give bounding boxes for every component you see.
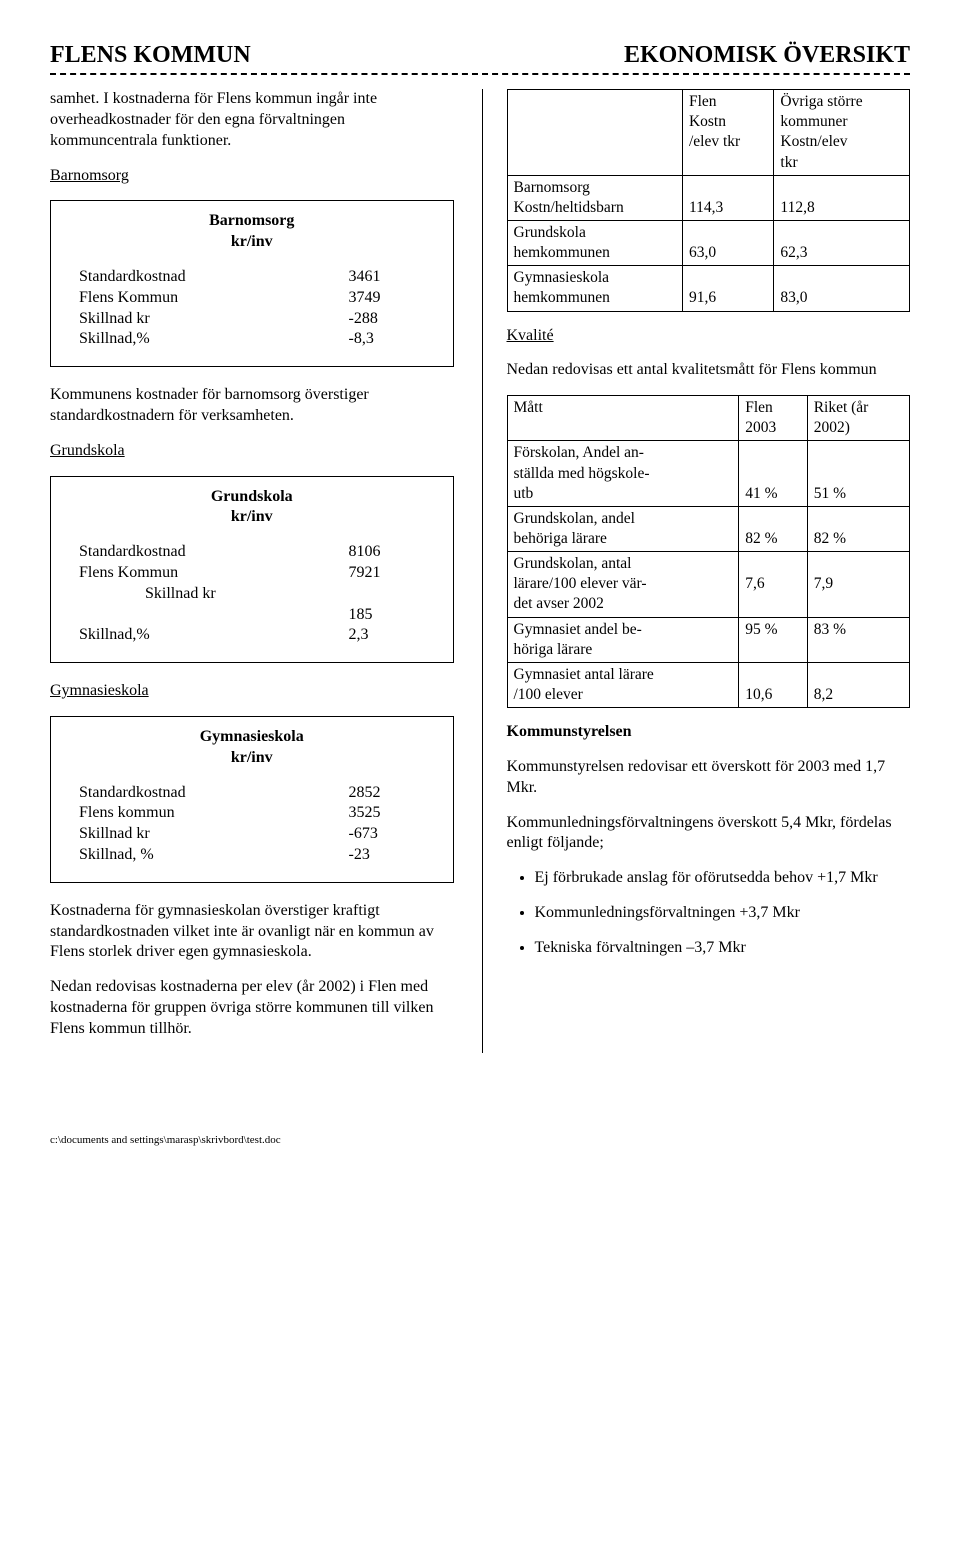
right-column: Flen Kostn /elev tkr Övriga större kommu… — [482, 89, 911, 1053]
barnomsorg-text: Kommunens kostnader för barnomsorg övers… — [50, 385, 454, 427]
kvalite-heading: Kvalité — [507, 327, 554, 344]
gymnasie-text: Kostnaderna för gymnasieskolan överstige… — [50, 901, 454, 963]
footer-path: c:\documents and settings\marasp\skrivbo… — [50, 1133, 910, 1147]
box-row: Flens Kommun3749 — [65, 288, 439, 309]
header-left: FLENS KOMMUN — [50, 40, 251, 71]
box-row: Standardkostnad3461 — [65, 267, 439, 288]
list-item: Ej förbrukade anslag för oförutsedda beh… — [535, 868, 911, 889]
box-row: Standardkostnad2852 — [65, 783, 439, 804]
kommunstyrelsen-heading: Kommunstyrelsen — [507, 723, 632, 740]
intro-paragraph: samhet. I kostnaderna för Flens kommun i… — [50, 89, 454, 151]
grundskola-heading: Grundskola — [50, 442, 125, 459]
box-row: Standardkostnad8106 — [65, 542, 439, 563]
header-right: EKONOMISK ÖVERSIKT — [624, 40, 910, 71]
gymnasie-box-title: Gymnasieskola kr/inv — [65, 727, 439, 769]
table-row: Gymnasiet andel be-höriga lärare 95 % 83… — [507, 617, 910, 662]
kommunledning-text: Kommunledningsförvaltningens överskott 5… — [507, 813, 911, 855]
table-row: Grundskolan, andelbehöriga lärare 82 % 8… — [507, 506, 910, 551]
barnomsorg-heading: Barnomsorg — [50, 167, 129, 184]
table-row: Gymnasiet antal lärare/100 elever 10,6 8… — [507, 662, 910, 707]
box-row: Skillnad, %-23 — [65, 845, 439, 866]
list-item: Tekniska förvaltningen –3,7 Mkr — [535, 938, 911, 959]
th-riket: Riket (år2002) — [807, 396, 909, 441]
box-row: 185 — [65, 605, 439, 626]
th-matt: Mått — [507, 396, 739, 441]
table-row: BarnomsorgKostn/heltidsbarn 114,3 112,8 — [507, 175, 910, 220]
kommunstyrelsen-text: Kommunstyrelsen redovisar ett överskott … — [507, 757, 911, 799]
table-row: Förskolan, Andel an-ställda med högskole… — [507, 441, 910, 506]
grundskola-box: Grundskola kr/inv Standardkostnad8106 Fl… — [50, 476, 454, 664]
th-flen: Flen2003 — [739, 396, 807, 441]
table-row: Grundskolahemkommunen 63,0 62,3 — [507, 221, 910, 266]
box-row: Flens kommun3525 — [65, 803, 439, 824]
grundskola-box-title: Grundskola kr/inv — [65, 487, 439, 529]
page-header: FLENS KOMMUN EKONOMISK ÖVERSIKT — [50, 40, 910, 75]
kvalite-text: Nedan redovisas ett antal kvalitetsmått … — [507, 360, 911, 381]
box-row: Skillnad kr-288 — [65, 309, 439, 330]
list-item: Kommunledningsförvaltningen +3,7 Mkr — [535, 903, 911, 924]
th-ovriga: Övriga större kommuner Kostn/elev tkr — [774, 90, 910, 176]
gymnasie-heading: Gymnasieskola — [50, 682, 149, 699]
gymnasie-box: Gymnasieskola kr/inv Standardkostnad2852… — [50, 716, 454, 883]
bullet-list: Ej förbrukade anslag för oförutsedda beh… — [507, 868, 911, 958]
box-row: Skillnad kr-673 — [65, 824, 439, 845]
table-row: Grundskolan, antallärare/100 elever vär-… — [507, 552, 910, 617]
left-column: samhet. I kostnaderna för Flens kommun i… — [50, 89, 454, 1053]
nedan-text: Nedan redovisas kostnaderna per elev (år… — [50, 977, 454, 1039]
barnomsorg-box: Barnomsorg kr/inv Standardkostnad3461 Fl… — [50, 200, 454, 367]
table-row: Gymnasieskolahemkommunen 91,6 83,0 — [507, 266, 910, 311]
quality-measures-table: Mått Flen2003 Riket (år2002) Förskolan, … — [507, 395, 911, 708]
box-row: Skillnad kr — [65, 584, 439, 605]
barnomsorg-box-title: Barnomsorg kr/inv — [65, 211, 439, 253]
th-flen: Flen Kostn /elev tkr — [682, 90, 773, 176]
content-columns: samhet. I kostnaderna för Flens kommun i… — [50, 89, 910, 1053]
box-row: Skillnad,%2,3 — [65, 625, 439, 646]
box-row: Skillnad,%-8,3 — [65, 329, 439, 350]
box-row: Flens Kommun7921 — [65, 563, 439, 584]
cost-per-pupil-table: Flen Kostn /elev tkr Övriga större kommu… — [507, 89, 911, 311]
